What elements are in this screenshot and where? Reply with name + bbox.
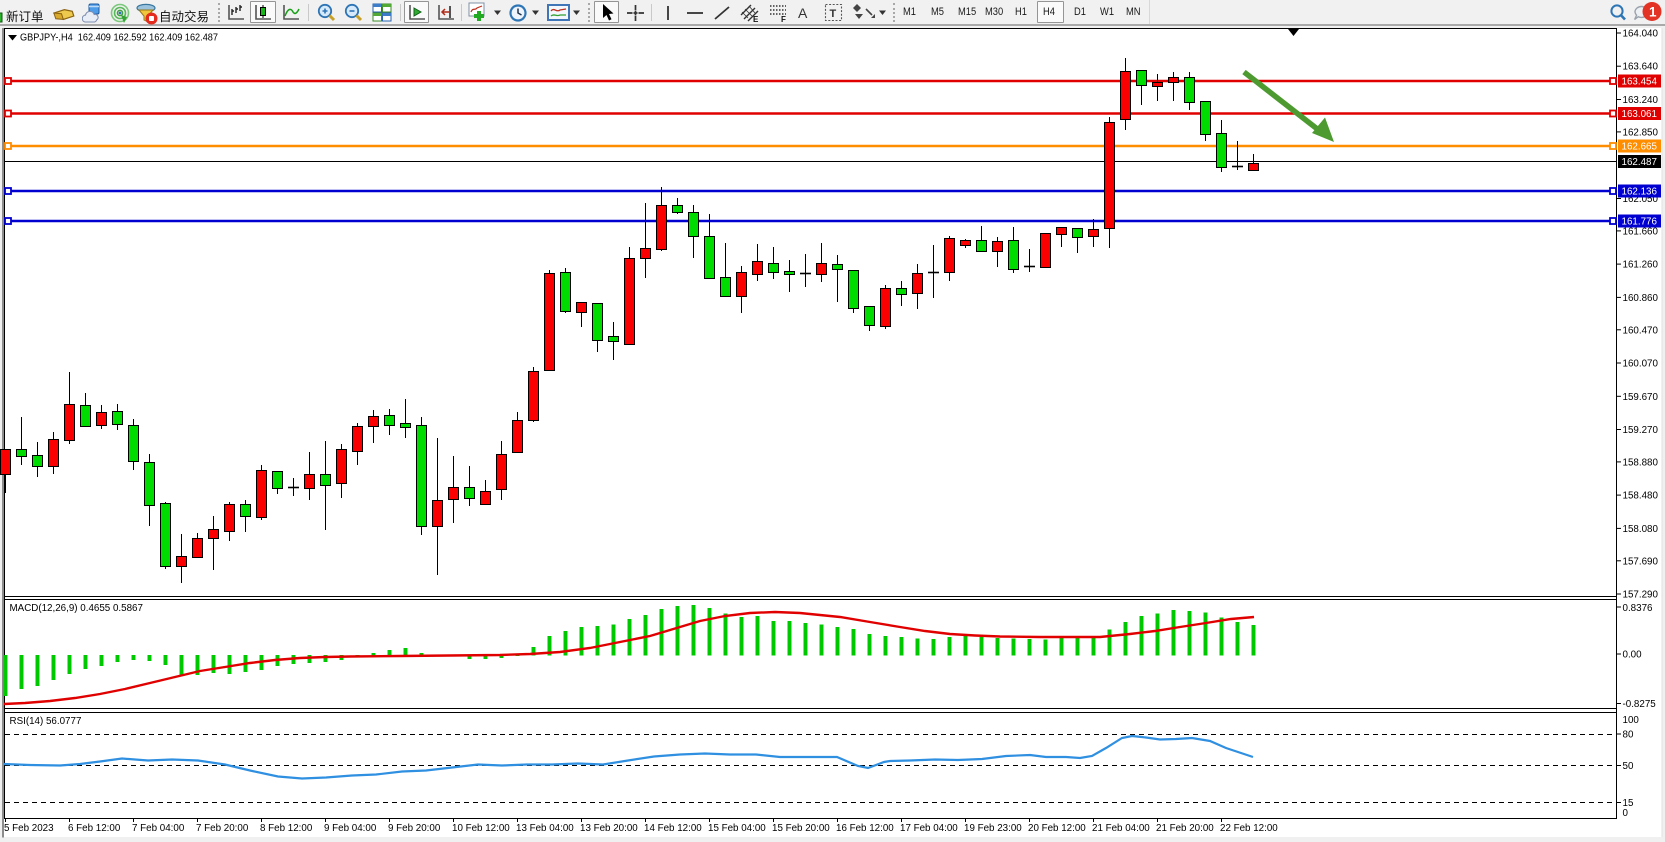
- svg-text:E: E: [753, 15, 759, 24]
- svg-text:15 Feb 20:00: 15 Feb 20:00: [772, 823, 830, 834]
- svg-text:158.480: 158.480: [1623, 491, 1659, 502]
- svg-text:GBPJPY-,H4 162.409 162.592 16: GBPJPY-,H4 162.409 162.592 162.409 162.4…: [20, 33, 218, 44]
- svg-text:21 Feb 20:00: 21 Feb 20:00: [1156, 823, 1214, 834]
- svg-text:163.640: 163.640: [1623, 62, 1659, 73]
- svg-text:7 Feb 20:00: 7 Feb 20:00: [196, 823, 249, 834]
- svg-text:0.8376: 0.8376: [1623, 603, 1654, 614]
- svg-text:F: F: [781, 15, 786, 24]
- svg-text:161.776: 161.776: [1622, 217, 1658, 228]
- svg-text:160.860: 160.860: [1623, 293, 1659, 304]
- svg-text:20 Feb 12:00: 20 Feb 12:00: [1028, 823, 1086, 834]
- svg-text:19 Feb 23:00: 19 Feb 23:00: [964, 823, 1022, 834]
- svg-text:50: 50: [1623, 761, 1634, 772]
- svg-text:157.690: 157.690: [1623, 556, 1659, 567]
- svg-text:162.136: 162.136: [1622, 187, 1658, 198]
- svg-text:T: T: [830, 8, 837, 20]
- svg-text:9 Feb 20:00: 9 Feb 20:00: [388, 823, 441, 834]
- svg-text:162.850: 162.850: [1623, 127, 1659, 138]
- svg-text:80: 80: [1623, 730, 1634, 741]
- svg-text:6 Feb 12:00: 6 Feb 12:00: [68, 823, 121, 834]
- svg-text:10 Feb 12:00: 10 Feb 12:00: [452, 823, 510, 834]
- svg-text:MACD(12,26,9) 0.4655 0.5867: MACD(12,26,9) 0.4655 0.5867: [10, 603, 143, 614]
- svg-text:161.660: 161.660: [1623, 226, 1659, 237]
- svg-text:158.880: 158.880: [1623, 457, 1659, 468]
- svg-text:15: 15: [1623, 798, 1634, 809]
- svg-text:9 Feb 04:00: 9 Feb 04:00: [324, 823, 377, 834]
- svg-text:157.290: 157.290: [1623, 590, 1659, 601]
- svg-text:16 Feb 12:00: 16 Feb 12:00: [836, 823, 894, 834]
- svg-text:13 Feb 04:00: 13 Feb 04:00: [516, 823, 574, 834]
- svg-text:5 Feb 2023: 5 Feb 2023: [4, 823, 54, 834]
- svg-text:158.080: 158.080: [1623, 524, 1659, 535]
- svg-text:159.270: 159.270: [1623, 425, 1659, 436]
- svg-text:21 Feb 04:00: 21 Feb 04:00: [1092, 823, 1150, 834]
- svg-text:159.670: 159.670: [1623, 392, 1659, 403]
- svg-text:-0.8275: -0.8275: [1623, 699, 1657, 710]
- svg-text:0.00: 0.00: [1623, 650, 1643, 661]
- svg-text:7 Feb 04:00: 7 Feb 04:00: [132, 823, 185, 834]
- svg-text:0: 0: [1623, 808, 1629, 819]
- svg-text:17 Feb 04:00: 17 Feb 04:00: [900, 823, 958, 834]
- svg-text:1: 1: [1649, 5, 1657, 20]
- svg-text:164.040: 164.040: [1623, 29, 1659, 40]
- svg-text:RSI(14) 56.0777: RSI(14) 56.0777: [10, 716, 82, 727]
- svg-text:163.240: 163.240: [1623, 95, 1659, 106]
- svg-text:160.070: 160.070: [1623, 359, 1659, 370]
- svg-text:161.260: 161.260: [1623, 260, 1659, 271]
- svg-text:162.050: 162.050: [1623, 194, 1659, 205]
- svg-text:160.470: 160.470: [1623, 325, 1659, 336]
- svg-text:13 Feb 20:00: 13 Feb 20:00: [580, 823, 638, 834]
- svg-text:100: 100: [1623, 715, 1640, 726]
- svg-text:163.454: 163.454: [1622, 77, 1658, 88]
- svg-text:163.061: 163.061: [1622, 109, 1657, 120]
- svg-text:8 Feb 12:00: 8 Feb 12:00: [260, 823, 313, 834]
- svg-text:14 Feb 12:00: 14 Feb 12:00: [644, 823, 702, 834]
- svg-text:162.487: 162.487: [1622, 157, 1657, 168]
- svg-text:15 Feb 04:00: 15 Feb 04:00: [708, 823, 766, 834]
- svg-text:22 Feb 12:00: 22 Feb 12:00: [1220, 823, 1278, 834]
- svg-text:162.665: 162.665: [1622, 142, 1658, 153]
